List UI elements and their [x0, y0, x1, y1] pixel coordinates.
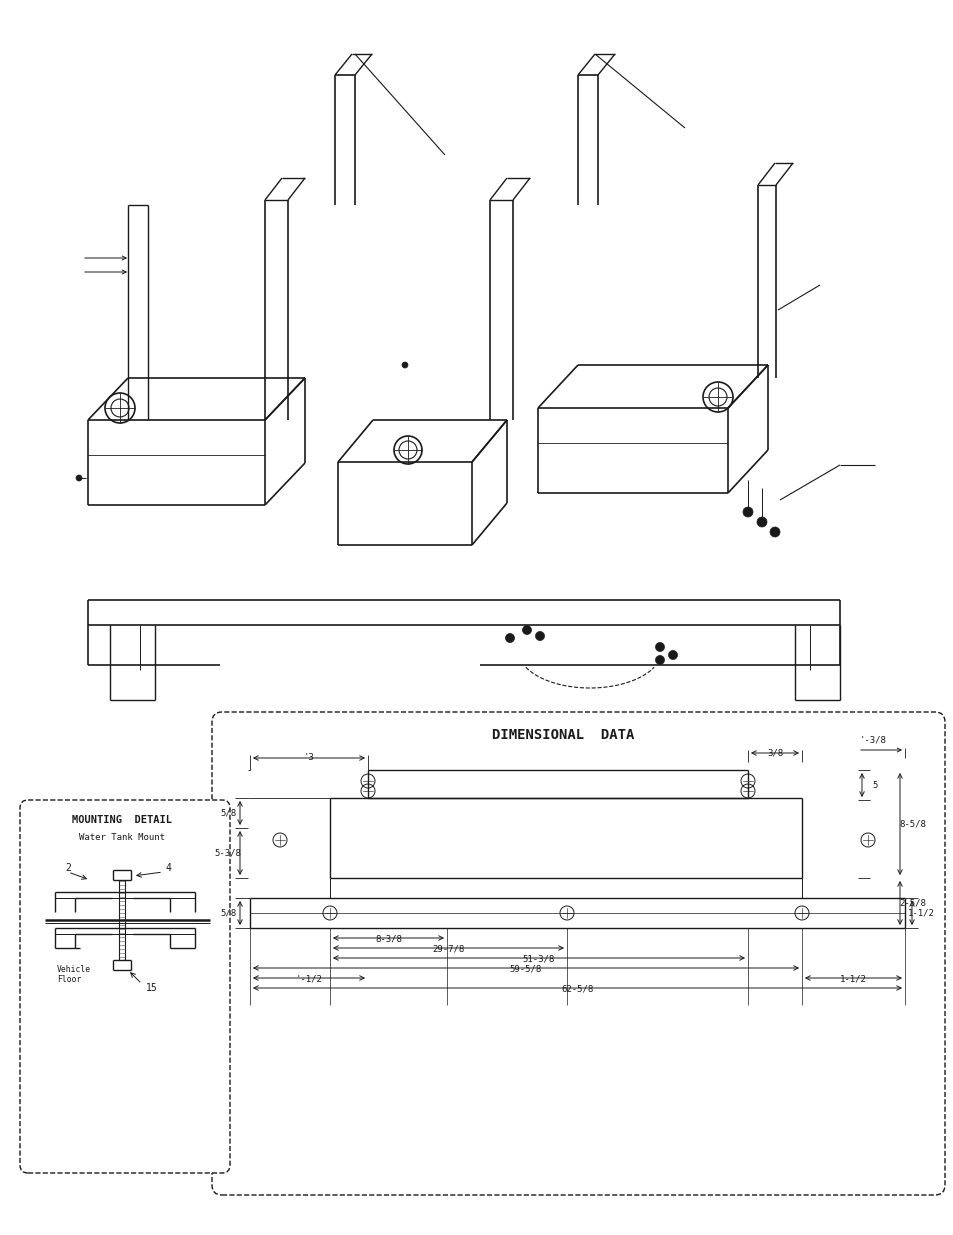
Text: 59-5/8: 59-5/8 — [509, 965, 541, 973]
Circle shape — [535, 631, 544, 641]
Text: '3: '3 — [303, 753, 314, 762]
Circle shape — [76, 475, 82, 480]
Text: '-1/2: '-1/2 — [295, 974, 322, 983]
Text: 5-3/8: 5-3/8 — [214, 848, 241, 857]
Text: 62-5/8: 62-5/8 — [560, 984, 593, 993]
Circle shape — [522, 625, 531, 635]
Circle shape — [668, 651, 677, 659]
Text: MOUNTING  DETAIL: MOUNTING DETAIL — [71, 815, 172, 825]
Circle shape — [655, 642, 664, 652]
Text: 2: 2 — [65, 863, 71, 873]
Text: 15: 15 — [146, 983, 157, 993]
Text: 8-5/8: 8-5/8 — [899, 820, 925, 829]
Text: 51-3/8: 51-3/8 — [522, 955, 555, 963]
Text: 5: 5 — [871, 781, 877, 789]
FancyBboxPatch shape — [212, 713, 944, 1195]
Text: 3/8: 3/8 — [766, 748, 782, 757]
Text: 1-1/2: 1-1/2 — [840, 974, 866, 983]
Text: 2-5/8: 2-5/8 — [899, 899, 925, 908]
Text: 5/8: 5/8 — [220, 809, 235, 818]
Circle shape — [742, 508, 752, 517]
FancyBboxPatch shape — [20, 800, 230, 1173]
Text: Water Tank Mount: Water Tank Mount — [79, 834, 165, 842]
Text: 4: 4 — [165, 863, 171, 873]
Text: 5/8: 5/8 — [220, 909, 235, 918]
Text: 8-3/8: 8-3/8 — [375, 935, 401, 944]
Circle shape — [401, 362, 408, 368]
Circle shape — [769, 527, 780, 537]
Text: DIMENSIONAL  DATA: DIMENSIONAL DATA — [492, 727, 634, 742]
Text: '-3/8: '-3/8 — [859, 736, 885, 745]
Text: 29-7/8: 29-7/8 — [432, 945, 464, 953]
Circle shape — [505, 634, 514, 642]
Text: 1-1/2: 1-1/2 — [906, 909, 933, 918]
Text: Vehicle
Floor: Vehicle Floor — [57, 965, 91, 984]
Circle shape — [655, 656, 664, 664]
Circle shape — [757, 517, 766, 527]
